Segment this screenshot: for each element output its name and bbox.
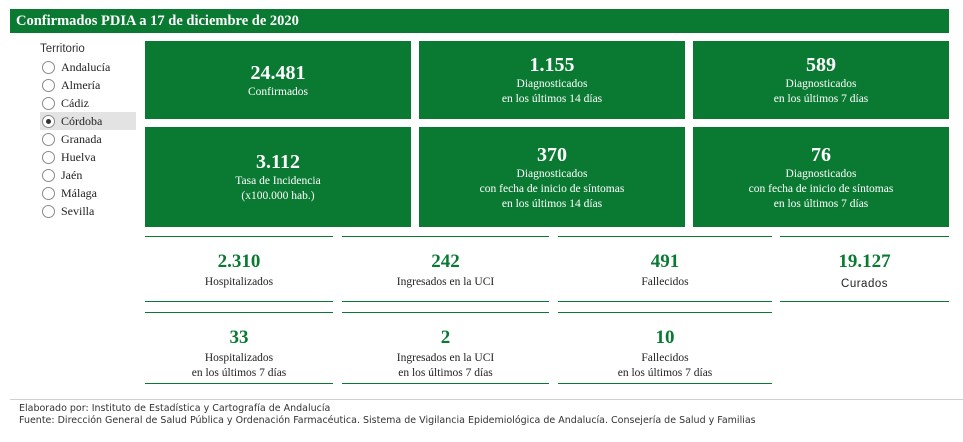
kpi-card-diagnosticados-7: 589 Diagnosticados en los últimos 7 días: [693, 41, 949, 119]
radio-almeria[interactable]: Almería: [40, 76, 136, 94]
kpi-value: 589: [806, 54, 836, 76]
kpi-card-confirmados: 24.481 Confirmados: [145, 41, 411, 119]
radio-circle-icon: [42, 168, 55, 182]
radio-circle-icon: [42, 204, 55, 218]
kpi-value: 24.481: [250, 61, 306, 84]
stat-fallecidos-7: 10 Fallecidos en los últimos 7 días: [558, 312, 772, 384]
stat-label: Fallecidos: [641, 352, 689, 364]
kpi-value: 370: [537, 143, 567, 166]
kpi-label: (x100.000 hab.): [241, 190, 315, 202]
footer-divider: [10, 399, 963, 400]
radio-label: Sevilla: [61, 203, 95, 218]
radio-circle-icon: [42, 60, 55, 74]
stat-label: en los últimos 7 días: [191, 367, 287, 379]
radio-label: Málaga: [61, 185, 97, 200]
kpi-label: con fecha de inicio de síntomas: [479, 182, 625, 195]
radio-label: Granada: [61, 131, 102, 146]
stat-fallecidos: 491 Fallecidos: [558, 236, 772, 302]
stat-uci-7: 2 Ingresados en la UCI en los últimos 7 …: [342, 312, 549, 384]
radio-label: Almería: [61, 77, 101, 92]
page-title: Confirmados PDIA a 17 de diciembre de 20…: [10, 9, 949, 33]
footer-elaborado: Elaborado por: Instituto de Estadística …: [19, 403, 331, 414]
radio-cadiz[interactable]: Cádiz: [40, 94, 136, 112]
kpi-label: en los últimos 7 días: [773, 197, 869, 210]
kpi-card-sintomas-14: 370 Diagnosticados con fecha de inicio d…: [419, 127, 685, 227]
radio-circle-icon: [42, 150, 55, 164]
radio-malaga[interactable]: Málaga: [40, 184, 136, 202]
kpi-label: en los últimos 7 días: [773, 93, 869, 105]
kpi-card-sintomas-7: 76 Diagnosticados con fecha de inicio de…: [693, 127, 949, 227]
kpi-value: 76: [811, 143, 831, 166]
radio-cordoba[interactable]: Córdoba: [40, 112, 136, 130]
territory-filter: Territorio Andalucía Almería Cádiz Córdo…: [40, 42, 136, 220]
radio-selected-icon: [42, 114, 55, 128]
radio-andalucia[interactable]: Andalucía: [40, 58, 136, 76]
kpi-label: Tasa de Incidencia: [235, 175, 321, 187]
radio-circle-icon: [42, 186, 55, 200]
stat-value: 491: [650, 251, 680, 272]
stat-hospitalizados: 2.310 Hospitalizados: [145, 236, 333, 302]
stat-value: 33: [229, 327, 249, 348]
stat-label: Curados: [841, 278, 888, 290]
stat-curados: 19.127 Curados: [780, 236, 949, 302]
stat-label: Fallecidos: [641, 276, 689, 288]
footer-fuente: Fuente: Dirección General de Salud Públi…: [19, 415, 756, 426]
radio-huelva[interactable]: Huelva: [40, 148, 136, 166]
stat-uci: 242 Ingresados en la UCI: [342, 236, 549, 302]
stat-hospitalizados-7: 33 Hospitalizados en los últimos 7 días: [145, 312, 333, 384]
stat-value: 242: [431, 251, 460, 272]
kpi-card-tasa-incidencia: 3.112 Tasa de Incidencia (x100.000 hab.): [145, 127, 411, 227]
stat-label: Hospitalizados: [204, 276, 274, 288]
kpi-label: con fecha de inicio de síntomas: [748, 182, 894, 195]
kpi-label: en los últimos 14 días: [501, 93, 603, 105]
kpi-label: Confirmados: [247, 85, 309, 98]
stat-value: 2.310: [217, 251, 261, 272]
kpi-label: en los últimos 14 días: [501, 197, 603, 210]
radio-label: Andalucía: [61, 59, 111, 74]
kpi-label: Diagnosticados: [516, 78, 588, 90]
radio-label: Huelva: [61, 149, 96, 164]
radio-label: Cádiz: [61, 95, 89, 110]
radio-granada[interactable]: Granada: [40, 130, 136, 148]
stat-label: Ingresados en la UCI: [396, 352, 495, 364]
stat-value: 2: [440, 327, 451, 348]
radio-label: Córdoba: [61, 113, 103, 128]
stat-label: en los últimos 7 días: [398, 367, 493, 379]
stat-label: en los últimos 7 días: [617, 367, 713, 379]
kpi-card-diagnosticados-14: 1.155 Diagnosticados en los últimos 14 d…: [419, 41, 685, 119]
stat-label: Ingresados en la UCI: [396, 276, 495, 288]
radio-circle-icon: [42, 96, 55, 110]
kpi-value: 3.112: [256, 151, 300, 173]
stat-value: 10: [655, 327, 675, 348]
radio-label: Jaén: [61, 167, 83, 182]
kpi-label: Diagnosticados: [516, 167, 588, 180]
radio-sevilla[interactable]: Sevilla: [40, 202, 136, 220]
territory-heading: Territorio: [40, 43, 85, 55]
kpi-label: Diagnosticados: [785, 167, 857, 180]
kpi-label: Diagnosticados: [785, 78, 857, 90]
kpi-value: 1.155: [529, 54, 575, 76]
radio-circle-icon: [42, 132, 55, 146]
stat-label: Hospitalizados: [204, 352, 274, 364]
stat-value: 19.127: [838, 251, 891, 272]
radio-circle-icon: [42, 78, 55, 92]
radio-jaen[interactable]: Jaén: [40, 166, 136, 184]
